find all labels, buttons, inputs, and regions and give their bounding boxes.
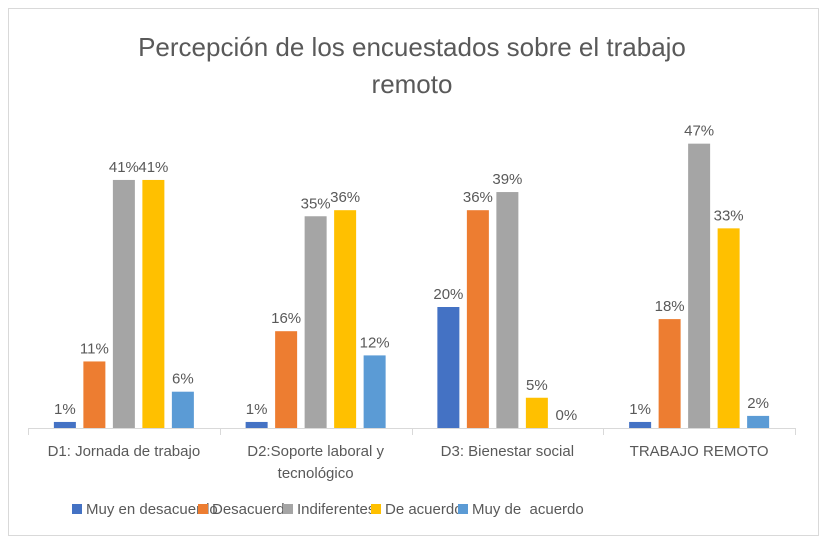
- bar: [629, 421, 652, 428]
- data-label: 33%: [714, 207, 744, 224]
- bar: [658, 319, 681, 428]
- data-label: 0%: [556, 407, 578, 424]
- bar: [142, 179, 165, 428]
- x-tick-label: TRABAJO REMOTO: [630, 443, 769, 460]
- data-label: 1%: [246, 401, 268, 418]
- bar: [304, 216, 327, 428]
- data-label: 6%: [172, 371, 194, 388]
- bar: [525, 397, 548, 428]
- bar: [437, 307, 460, 428]
- bar: [245, 421, 268, 428]
- legend-swatch: [72, 504, 82, 514]
- legend-swatch: [283, 504, 293, 514]
- data-label: 1%: [54, 401, 76, 418]
- legend-label: Desacuerdo: [212, 501, 293, 518]
- data-label: 16%: [271, 310, 301, 327]
- data-label: 41%: [109, 159, 139, 176]
- data-label: 36%: [463, 189, 493, 206]
- x-tick-label: D3: Bienestar social: [441, 443, 574, 460]
- bar: [53, 421, 76, 428]
- bar: [688, 143, 711, 428]
- bar: [363, 355, 386, 428]
- data-label: 41%: [138, 159, 168, 176]
- bar: [747, 415, 770, 428]
- legend-label: Muy de acuerdo: [472, 501, 584, 518]
- bar: [83, 361, 106, 428]
- bar: [275, 331, 298, 428]
- legend-swatch: [198, 504, 208, 514]
- data-label: 2%: [747, 395, 769, 412]
- bar: [466, 210, 489, 428]
- data-label: 1%: [629, 401, 651, 418]
- bar: [112, 179, 135, 428]
- legend-label: Muy en desacuerdo: [86, 501, 218, 518]
- data-label: 12%: [360, 334, 390, 351]
- legend-label: Indiferentes: [297, 501, 375, 518]
- x-tick-label: D2:Soporte laboral y: [247, 443, 384, 460]
- legend-swatch: [371, 504, 381, 514]
- chart-title-line-1: Percepción de los encuestados sobre el t…: [138, 32, 686, 62]
- data-label: 36%: [330, 189, 360, 206]
- x-tick-label: tecnológico: [278, 465, 354, 482]
- bar: [717, 228, 740, 428]
- data-label: 5%: [526, 377, 548, 394]
- data-label: 39%: [492, 171, 522, 188]
- bar: [496, 192, 519, 428]
- data-label: 35%: [301, 195, 331, 212]
- data-label: 11%: [80, 340, 109, 357]
- bar: [171, 391, 194, 428]
- data-label: 20%: [433, 286, 463, 303]
- data-label: 18%: [655, 298, 685, 315]
- bar: [334, 210, 357, 428]
- x-tick-label: D1: Jornada de trabajo: [48, 443, 201, 460]
- chart-title-line-2: remoto: [372, 69, 453, 99]
- legend-swatch: [458, 504, 468, 514]
- data-label: 47%: [684, 123, 714, 140]
- legend-label: De acuerdo: [385, 501, 463, 518]
